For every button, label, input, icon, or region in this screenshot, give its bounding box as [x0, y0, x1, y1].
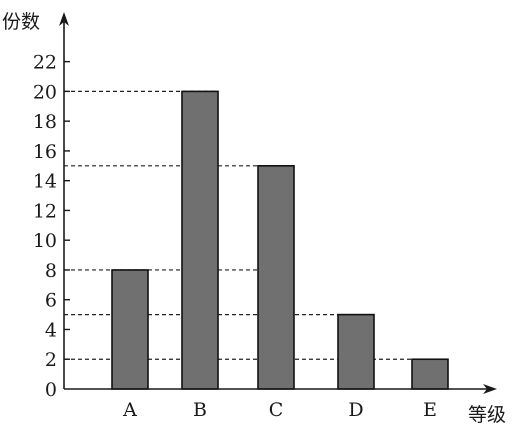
y-tick-label-10: 10 — [33, 230, 57, 252]
x-tick-label-B: B — [193, 399, 207, 421]
bar-B — [181, 90, 219, 390]
y-tick-label-20: 20 — [33, 81, 57, 103]
y-ticks: 0 2 4 6 8 10 12 14 16 18 20 22 — [33, 52, 70, 401]
y-tick-label-18: 18 — [33, 111, 57, 133]
x-axis-title: 等级 — [468, 404, 506, 426]
bar-E — [411, 358, 449, 390]
x-axis-arrow-icon — [483, 384, 497, 394]
x-tick-label-E: E — [423, 399, 437, 421]
y-tick-label-22: 22 — [33, 52, 57, 74]
y-tick-label-8: 8 — [45, 260, 57, 282]
y-tick-label-16: 16 — [33, 141, 57, 163]
y-tick-label-2: 2 — [45, 349, 57, 371]
x-tick-label-D: D — [348, 399, 363, 421]
bar-C — [257, 165, 295, 390]
bar-D — [337, 313, 375, 390]
y-tick-label-6: 6 — [45, 290, 57, 312]
axes — [59, 12, 497, 394]
bars — [111, 90, 449, 390]
y-tick-label-0: 0 — [45, 379, 57, 401]
x-ticks: A B C D E — [122, 399, 437, 421]
y-tick-label-12: 12 — [33, 200, 57, 222]
x-tick-label-A: A — [122, 399, 137, 421]
y-axis-title: 份数 — [2, 11, 40, 33]
y-tick-label-14: 14 — [33, 171, 57, 193]
x-tick-label-C: C — [269, 399, 284, 421]
y-axis-arrow-icon — [59, 12, 69, 26]
bar-A — [111, 269, 149, 390]
y-tick-label-4: 4 — [45, 319, 57, 341]
